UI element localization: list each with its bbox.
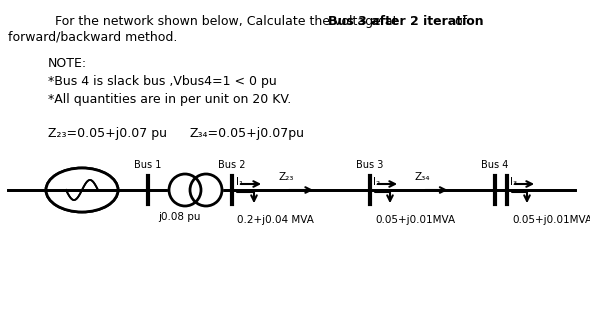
Text: Bus 2: Bus 2 xyxy=(218,160,246,170)
Text: NOTE:: NOTE: xyxy=(48,57,87,70)
Text: I₂: I₂ xyxy=(373,177,380,187)
Text: 0.05+j0.01MVA: 0.05+j0.01MVA xyxy=(512,215,590,225)
Text: I₁: I₁ xyxy=(236,177,243,187)
Circle shape xyxy=(170,175,200,205)
Text: *Bus 4 is slack bus ,Vbus4=1 < 0 pu: *Bus 4 is slack bus ,Vbus4=1 < 0 pu xyxy=(48,75,277,88)
Text: forward/backward method.: forward/backward method. xyxy=(8,31,178,44)
Text: Bus 4: Bus 4 xyxy=(481,160,509,170)
Text: Bus 3: Bus 3 xyxy=(356,160,384,170)
Text: I₃: I₃ xyxy=(510,177,517,187)
Text: j0.08 pu: j0.08 pu xyxy=(158,212,201,222)
Text: *All quantities are in per unit on 20 KV.: *All quantities are in per unit on 20 KV… xyxy=(48,93,291,106)
Text: Z₃₄=0.05+j0.07pu: Z₃₄=0.05+j0.07pu xyxy=(190,127,305,140)
Text: For the network shown below, Calculate the voltage at: For the network shown below, Calculate t… xyxy=(55,15,402,28)
Ellipse shape xyxy=(47,169,117,211)
Text: Z₃₄: Z₃₄ xyxy=(415,172,430,182)
Text: 0.2+j0.04 MVA: 0.2+j0.04 MVA xyxy=(237,215,314,225)
Text: Z₂₃=0.05+j0.07 pu: Z₂₃=0.05+j0.07 pu xyxy=(48,127,167,140)
Text: of: of xyxy=(451,15,467,28)
Circle shape xyxy=(191,175,221,205)
Text: Z₂₃: Z₂₃ xyxy=(278,172,294,182)
Text: Bus 1: Bus 1 xyxy=(135,160,162,170)
Text: Bus 3 after 2 iteration: Bus 3 after 2 iteration xyxy=(327,15,483,28)
Text: 0.05+j0.01MVA: 0.05+j0.01MVA xyxy=(375,215,455,225)
